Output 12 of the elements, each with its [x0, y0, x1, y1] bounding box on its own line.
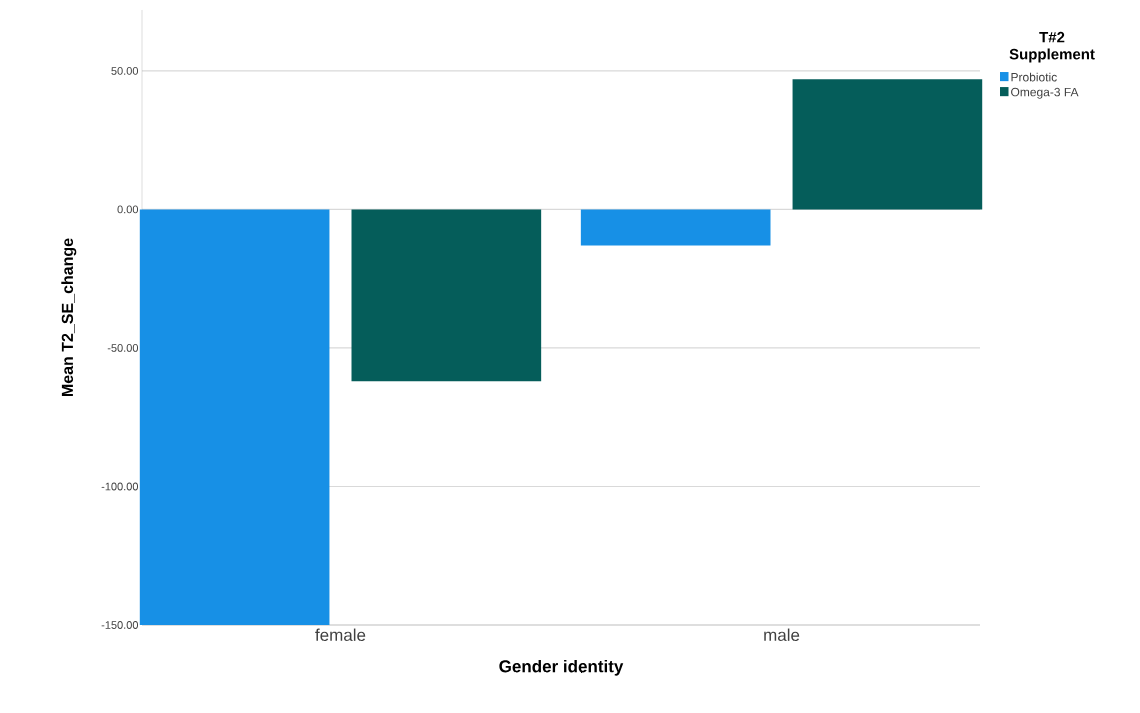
y-tick-label: -100.00 [101, 482, 139, 491]
x-tick-label: female [315, 628, 366, 642]
legend-label: Omega-3 FA [1011, 87, 1079, 99]
x-tick-label: male [764, 628, 800, 642]
y-axis-title: Mean T2_SE_change [61, 238, 77, 397]
y-tick-label: -50.00 [107, 344, 139, 352]
y-tick-label: 0.00 [117, 205, 139, 214]
x-axis-title: Gender identity [499, 659, 624, 676]
legend-label: Probiotic [1011, 72, 1057, 82]
legend-title: T#2 Supplement [1009, 31, 1095, 63]
y-tick-label: 50.00 [111, 67, 139, 75]
y-tick-label: -150.00 [101, 621, 139, 629]
